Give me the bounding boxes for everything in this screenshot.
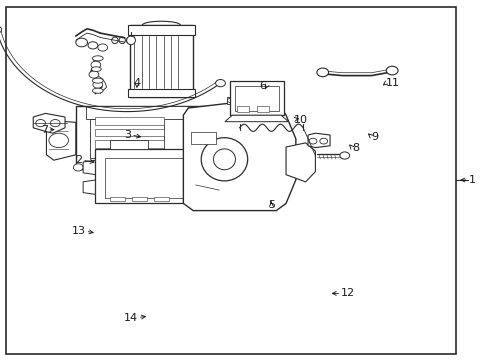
Text: 11: 11 xyxy=(386,78,400,88)
Bar xyxy=(85,106,188,119)
Bar xyxy=(154,197,168,201)
Text: 5: 5 xyxy=(267,200,274,210)
Circle shape xyxy=(215,80,225,87)
Bar xyxy=(95,140,163,148)
Bar xyxy=(129,25,193,97)
Polygon shape xyxy=(183,103,295,211)
Bar xyxy=(237,106,249,112)
Circle shape xyxy=(386,66,397,75)
Circle shape xyxy=(319,138,327,144)
Circle shape xyxy=(339,152,349,159)
Text: 13: 13 xyxy=(71,226,85,236)
Circle shape xyxy=(98,44,107,51)
Circle shape xyxy=(308,138,316,144)
Bar xyxy=(256,106,268,112)
Bar xyxy=(234,86,278,111)
Polygon shape xyxy=(83,180,95,194)
Circle shape xyxy=(73,164,83,171)
Text: 9: 9 xyxy=(371,132,378,142)
Text: 8: 8 xyxy=(351,143,359,153)
Ellipse shape xyxy=(213,149,235,170)
Polygon shape xyxy=(46,121,76,160)
Circle shape xyxy=(91,61,101,68)
Bar xyxy=(76,106,207,169)
Circle shape xyxy=(316,68,328,77)
Bar xyxy=(90,119,163,158)
Circle shape xyxy=(49,133,68,148)
Text: 3: 3 xyxy=(124,130,131,140)
Polygon shape xyxy=(285,143,315,182)
Bar xyxy=(105,158,203,198)
Ellipse shape xyxy=(92,88,103,93)
Bar xyxy=(226,97,241,104)
Circle shape xyxy=(50,120,60,127)
Bar xyxy=(229,81,283,115)
Bar xyxy=(110,140,148,149)
Circle shape xyxy=(36,120,45,127)
Text: 14: 14 xyxy=(123,312,138,323)
Polygon shape xyxy=(307,133,329,148)
Bar xyxy=(95,129,163,136)
Circle shape xyxy=(93,81,102,88)
Bar xyxy=(132,197,146,201)
Text: 4: 4 xyxy=(133,78,140,88)
Polygon shape xyxy=(224,115,288,122)
Polygon shape xyxy=(33,113,65,133)
Circle shape xyxy=(76,38,87,47)
Polygon shape xyxy=(83,160,95,175)
Ellipse shape xyxy=(92,78,103,83)
Ellipse shape xyxy=(201,138,247,181)
Bar xyxy=(190,132,216,144)
Text: 12: 12 xyxy=(341,288,355,298)
Text: 6: 6 xyxy=(259,81,266,91)
Circle shape xyxy=(88,42,98,49)
Bar xyxy=(95,149,222,203)
Bar xyxy=(95,117,163,125)
Circle shape xyxy=(89,71,99,78)
Text: 1: 1 xyxy=(468,175,474,185)
Ellipse shape xyxy=(92,56,103,61)
Circle shape xyxy=(0,26,1,33)
Text: 7: 7 xyxy=(41,125,48,135)
Bar xyxy=(127,89,195,97)
Text: 10: 10 xyxy=(293,114,307,125)
Bar xyxy=(127,25,195,35)
Ellipse shape xyxy=(126,36,135,45)
Bar xyxy=(110,197,124,201)
Ellipse shape xyxy=(91,67,101,71)
Text: 2: 2 xyxy=(75,155,82,165)
